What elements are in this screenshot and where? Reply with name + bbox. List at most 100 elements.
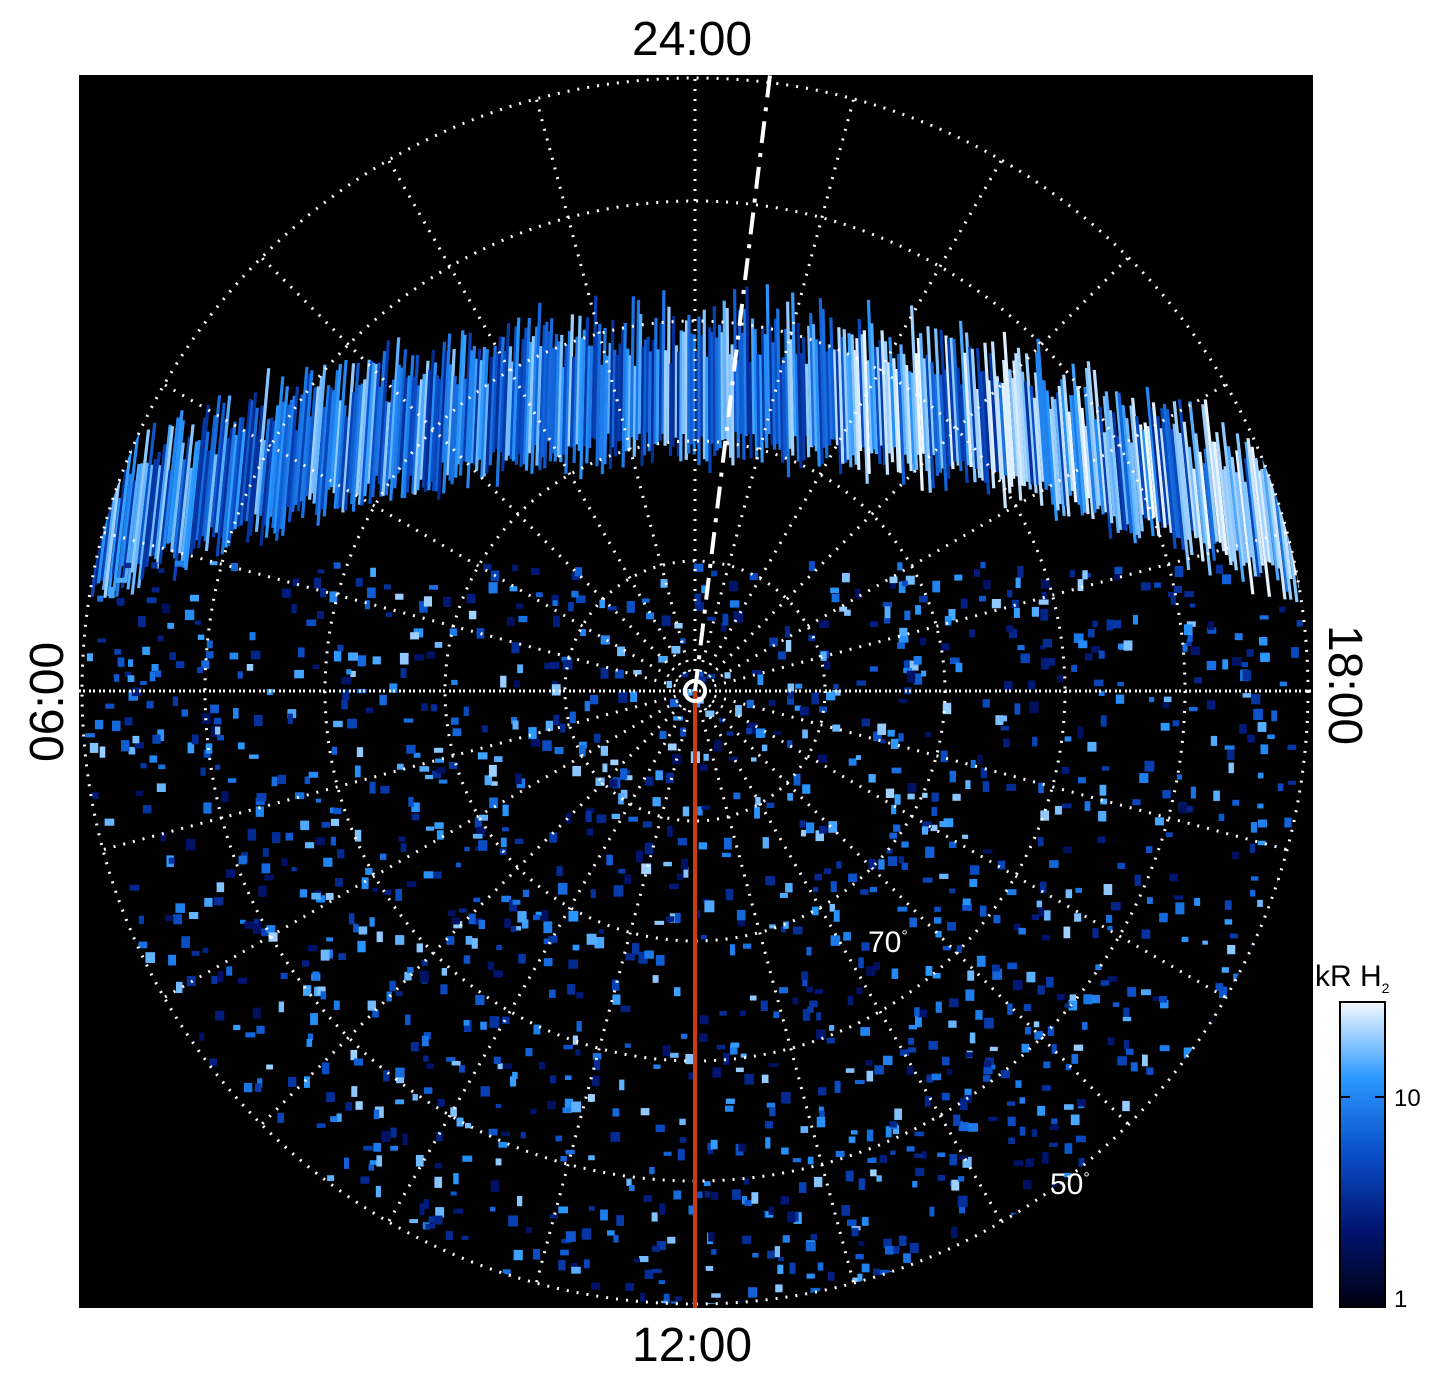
emission-pixel bbox=[1032, 736, 1038, 747]
emission-pixel bbox=[669, 883, 679, 890]
emission-pixel bbox=[1098, 811, 1107, 822]
emission-pixel bbox=[682, 689, 693, 696]
emission-pixel bbox=[848, 1136, 856, 1143]
emission-pixel bbox=[824, 661, 831, 670]
emission-pixel bbox=[333, 562, 341, 569]
oval-streak bbox=[389, 364, 401, 501]
emission-pixel bbox=[271, 776, 278, 787]
emission-pixel bbox=[1017, 566, 1024, 578]
emission-pixel bbox=[395, 1099, 405, 1105]
emission-pixel bbox=[518, 953, 526, 964]
emission-pixel bbox=[237, 742, 245, 750]
emission-pixel bbox=[914, 1153, 924, 1158]
emission-pixel bbox=[562, 660, 573, 670]
emission-pixel bbox=[732, 1189, 741, 1200]
emission-pixel bbox=[792, 997, 799, 1005]
emission-pixel bbox=[713, 739, 723, 752]
emission-pixel bbox=[558, 1206, 569, 1214]
emission-pixel bbox=[463, 955, 471, 964]
oval-streak bbox=[1265, 450, 1287, 600]
emission-pixel bbox=[901, 862, 909, 870]
emission-pixel bbox=[504, 918, 511, 928]
oval-streak bbox=[1362, 514, 1381, 628]
emission-pixel bbox=[898, 636, 909, 643]
emission-pixel bbox=[982, 781, 990, 793]
oval-streak bbox=[264, 405, 280, 538]
emission-pixel bbox=[396, 1077, 405, 1084]
emission-pixel bbox=[744, 1073, 754, 1085]
emission-pixel bbox=[939, 873, 949, 879]
emission-pixel bbox=[906, 670, 916, 683]
emission-pixel bbox=[930, 824, 938, 832]
emission-pixel bbox=[1106, 619, 1113, 631]
emission-pixel bbox=[742, 1235, 752, 1244]
oval-streak bbox=[572, 336, 579, 464]
emission-pixel bbox=[924, 1096, 931, 1107]
emission-pixel bbox=[1249, 889, 1256, 897]
emission-pixel bbox=[641, 863, 652, 875]
emission-pixel bbox=[626, 601, 635, 613]
emission-pixel bbox=[667, 1236, 676, 1244]
emission-pixel bbox=[912, 1181, 918, 1188]
emission-pixel bbox=[294, 669, 304, 679]
emission-pixel bbox=[866, 966, 876, 977]
emission-pixel bbox=[1113, 573, 1121, 581]
emission-pixel bbox=[808, 634, 816, 642]
emission-pixel bbox=[711, 1249, 717, 1255]
emission-pixel bbox=[379, 853, 387, 860]
emission-pixel bbox=[489, 1206, 496, 1212]
emission-pixel bbox=[1077, 726, 1084, 739]
oval-streak bbox=[140, 459, 158, 580]
emission-pixel bbox=[897, 562, 903, 571]
emission-pixel bbox=[320, 588, 327, 598]
emission-pixel bbox=[390, 1127, 397, 1138]
local-time-label-midnight: 24:00 bbox=[632, 13, 753, 66]
emission-pixel bbox=[786, 740, 793, 748]
emission-pixel bbox=[749, 995, 757, 1001]
oval-streak bbox=[655, 349, 660, 446]
emission-pixel bbox=[1183, 624, 1193, 636]
colorbar-title: kR H2 bbox=[1315, 960, 1390, 996]
emission-pixel bbox=[600, 635, 610, 645]
emission-pixel bbox=[959, 1098, 968, 1111]
emission-pixel bbox=[783, 921, 789, 929]
oval-streak bbox=[587, 345, 594, 449]
emission-pixel bbox=[266, 1064, 273, 1070]
emission-pixel bbox=[831, 594, 840, 603]
emission-pixel bbox=[545, 720, 553, 731]
meridian-line bbox=[102, 689, 696, 852]
emission-pixel bbox=[203, 749, 211, 758]
emission-pixel bbox=[854, 588, 861, 599]
emission-pixel bbox=[616, 1215, 624, 1226]
emission-pixel bbox=[1036, 900, 1043, 908]
emission-pixel bbox=[258, 885, 267, 897]
emission-pixel bbox=[1040, 579, 1050, 589]
emission-pixel bbox=[1250, 822, 1258, 833]
emission-pixel bbox=[104, 818, 115, 826]
emission-pixel bbox=[869, 621, 879, 628]
oval-streak bbox=[450, 384, 459, 485]
emission-pixel bbox=[1069, 994, 1077, 1001]
oval-streak bbox=[1234, 472, 1248, 563]
emission-pixel bbox=[823, 868, 832, 874]
emission-pixel bbox=[1098, 650, 1105, 659]
oval-streak bbox=[162, 417, 180, 549]
meridian-line bbox=[387, 159, 697, 692]
emission-pixel bbox=[458, 1065, 465, 1073]
emission-pixel bbox=[1219, 986, 1228, 999]
emission-pixel bbox=[1091, 645, 1101, 653]
emission-pixel bbox=[128, 659, 134, 667]
emission-pixel bbox=[967, 970, 975, 981]
oval-streak bbox=[546, 318, 554, 442]
emission-pixel bbox=[1239, 724, 1247, 734]
emission-pixel bbox=[175, 661, 185, 669]
emission-pixel bbox=[673, 1190, 682, 1200]
meridian-line bbox=[534, 690, 697, 1284]
emission-pixel bbox=[1133, 615, 1139, 625]
oval-streak bbox=[123, 463, 141, 583]
emission-pixel bbox=[1251, 876, 1259, 881]
emission-pixel bbox=[722, 613, 729, 626]
emission-pixel bbox=[151, 562, 158, 569]
emission-pixel bbox=[502, 804, 509, 817]
emission-pixel bbox=[574, 567, 583, 577]
